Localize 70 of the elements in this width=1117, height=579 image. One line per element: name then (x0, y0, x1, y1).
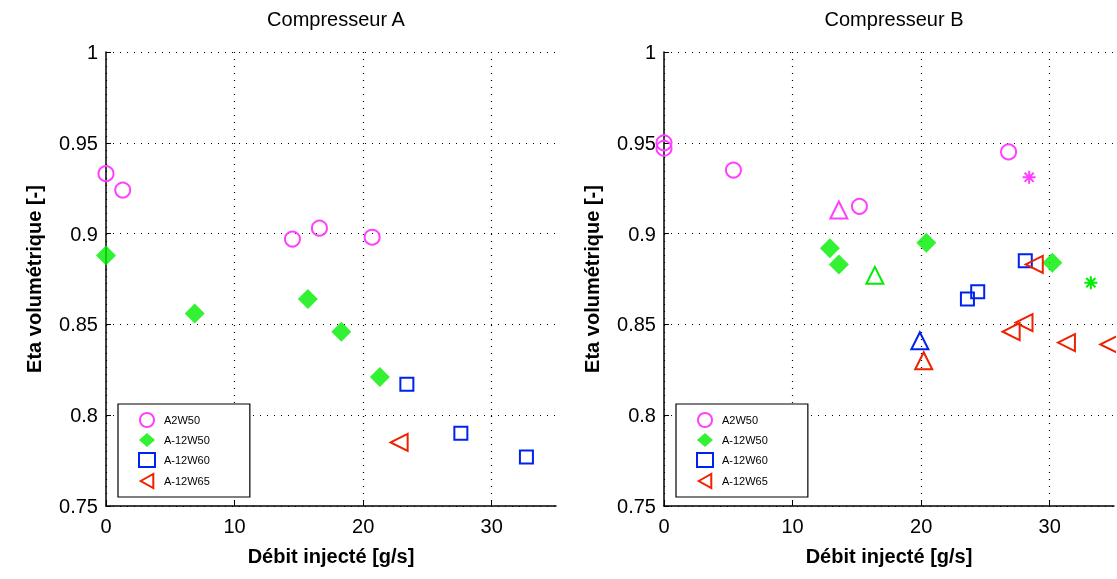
point (114, 181, 132, 199)
point (297, 288, 318, 309)
x-tick-label: 20 (352, 515, 375, 537)
x-tick-label: 10 (223, 515, 246, 537)
point (97, 165, 115, 183)
legend-label: A-12W60 (164, 454, 210, 466)
point (1021, 169, 1037, 185)
x-tick-label: 0 (658, 515, 670, 537)
x-tick-label: 10 (781, 515, 804, 537)
y-axis-title: Eta volumétrique [-] (23, 185, 45, 373)
point (850, 197, 868, 215)
point (828, 254, 849, 275)
y-axis-title: Eta volumétrique [-] (581, 185, 603, 373)
y-tick-label: 0.75 (59, 495, 98, 517)
chart-title: Compresseur A (267, 8, 406, 30)
point (453, 425, 469, 441)
point (518, 449, 534, 465)
y-tick-label: 0.9 (628, 222, 656, 245)
legend-label: A-12W65 (164, 475, 210, 487)
y-tick-label: 0.8 (628, 404, 656, 427)
point (310, 219, 328, 237)
point (910, 331, 930, 351)
point (1000, 143, 1018, 161)
legend-label: A-12W50 (164, 434, 210, 446)
chart-title: Compresseur B (824, 8, 964, 30)
y-tick-label: 0.85 (617, 313, 656, 336)
x-tick-label: 0 (100, 515, 112, 537)
point (1017, 253, 1033, 269)
point (96, 245, 116, 266)
point (916, 232, 937, 253)
point (865, 265, 885, 285)
x-axis-title: Débit injecté [g/s] (805, 545, 973, 567)
point (959, 291, 975, 307)
point (914, 351, 934, 371)
y-tick-label: 0.9 (70, 222, 98, 245)
y-tick-label: 0.8 (70, 404, 98, 427)
legend-label: A2W50 (722, 414, 759, 426)
point (1001, 322, 1021, 342)
point (1083, 275, 1099, 291)
y-tick-label: 1 (86, 41, 98, 63)
x-tick-label: 20 (910, 515, 933, 537)
x-tick-label: 30 (1038, 515, 1061, 537)
point (283, 230, 301, 248)
point (1024, 254, 1044, 274)
point (829, 200, 849, 220)
point (389, 432, 409, 452)
point (1056, 333, 1076, 353)
legend-label: A2W50 (164, 414, 201, 426)
y-tick-label: 0.95 (59, 131, 98, 154)
point (1042, 252, 1063, 273)
x-axis-title: Débit injecté [g/s] (247, 545, 415, 567)
legend-label: A-12W50 (722, 434, 768, 446)
point (184, 303, 205, 324)
y-tick-label: 1 (644, 41, 656, 63)
point (363, 228, 381, 246)
point (655, 134, 673, 152)
point (819, 238, 840, 259)
point (724, 161, 742, 179)
legend-label: A-12W65 (722, 475, 768, 487)
legend-label: A-12W60 (722, 454, 768, 466)
point (655, 139, 673, 157)
y-tick-label: 0.85 (59, 313, 98, 336)
point (331, 321, 352, 342)
y-tick-label: 0.75 (617, 495, 656, 517)
point (369, 367, 390, 388)
point (1014, 313, 1034, 333)
y-tick-label: 0.95 (617, 131, 656, 154)
x-tick-label: 30 (480, 515, 503, 537)
point (970, 284, 986, 300)
point (399, 376, 415, 392)
